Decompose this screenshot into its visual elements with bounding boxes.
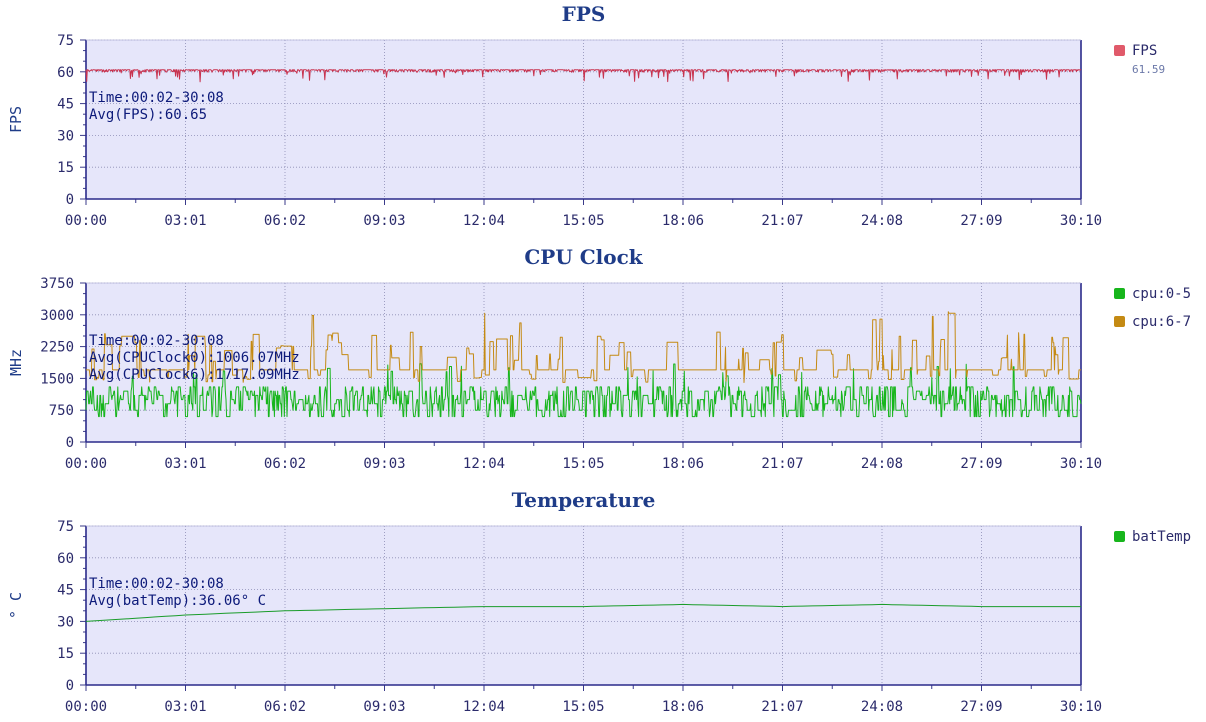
y-tick-label: 3000 bbox=[40, 308, 74, 324]
y-tick-label: 15 bbox=[57, 160, 74, 176]
x-tick-label: 27:09 bbox=[960, 456, 1002, 472]
y-tick-label: 15 bbox=[57, 646, 74, 662]
x-tick-label: 03:01 bbox=[164, 699, 206, 715]
y-tick-label: 75 bbox=[57, 519, 74, 535]
y-tick-label: 0 bbox=[66, 192, 74, 208]
y-axis-label: MHz bbox=[7, 349, 25, 376]
y-axis-label: ° C bbox=[7, 592, 25, 619]
x-tick-label: 09:03 bbox=[363, 699, 405, 715]
legend-swatch bbox=[1114, 316, 1125, 327]
annotation-text: Avg(FPS):60.65 bbox=[89, 107, 207, 123]
chart-panel-2: Temperature 0 15 30 45 60 75 00:00 03:01 06:02 09:… bbox=[7, 488, 1191, 715]
annotation-text: Time:00:02-30:08 bbox=[89, 333, 224, 349]
x-tick-label: 24:08 bbox=[861, 213, 903, 229]
series-line-cpu-0-5 bbox=[85, 363, 1082, 418]
x-tick-label: 00:00 bbox=[65, 456, 107, 472]
chart-title: FPS bbox=[562, 2, 606, 26]
x-tick-label: 12:04 bbox=[463, 456, 505, 472]
legend-label: cpu:6-7 bbox=[1132, 314, 1191, 330]
x-tick-label: 15:05 bbox=[562, 213, 604, 229]
y-axis-label: FPS bbox=[7, 106, 25, 133]
x-tick-label: 12:04 bbox=[463, 699, 505, 715]
legend-swatch bbox=[1114, 45, 1125, 56]
y-tick-label: 75 bbox=[57, 33, 74, 49]
x-tick-label: 27:09 bbox=[960, 213, 1002, 229]
x-tick-label: 18:06 bbox=[662, 456, 704, 472]
chart-title: Temperature bbox=[512, 488, 656, 512]
chart-panel-0: FPS 0 15 30 45 60 75 00:00 03:01 06:02 09:03 12:04 1… bbox=[7, 2, 1165, 229]
x-tick-label: 30:10 bbox=[1060, 213, 1102, 229]
series-line-FPS bbox=[85, 69, 1081, 83]
x-tick-label: 21:07 bbox=[761, 213, 803, 229]
x-tick-label: 03:01 bbox=[164, 213, 206, 229]
chart-panel-1: CPU Clock 0 750 1500 2250 3000 3750 00:00 03:01 0… bbox=[7, 245, 1191, 472]
x-tick-label: 21:07 bbox=[761, 699, 803, 715]
x-tick-label: 30:10 bbox=[1060, 699, 1102, 715]
y-tick-label: 45 bbox=[57, 97, 74, 113]
y-tick-label: 45 bbox=[57, 583, 74, 599]
x-tick-label: 27:09 bbox=[960, 699, 1002, 715]
x-tick-label: 18:06 bbox=[662, 213, 704, 229]
annotation-text: Time:00:02-30:08 bbox=[89, 576, 224, 592]
x-tick-label: 30:10 bbox=[1060, 456, 1102, 472]
annotation-text: Avg(CPUClock6):1717.09MHz bbox=[89, 367, 300, 383]
x-tick-label: 12:04 bbox=[463, 213, 505, 229]
x-tick-label: 21:07 bbox=[761, 456, 803, 472]
x-tick-label: 15:05 bbox=[562, 699, 604, 715]
x-tick-label: 24:08 bbox=[861, 699, 903, 715]
chart-title: CPU Clock bbox=[524, 245, 643, 269]
x-tick-label: 03:01 bbox=[164, 456, 206, 472]
y-tick-label: 2250 bbox=[40, 340, 74, 356]
x-tick-label: 09:03 bbox=[363, 213, 405, 229]
x-tick-label: 09:03 bbox=[363, 456, 405, 472]
annotation-text: Time:00:02-30:08 bbox=[89, 90, 224, 106]
x-tick-label: 15:05 bbox=[562, 456, 604, 472]
x-tick-label: 06:02 bbox=[264, 699, 306, 715]
x-tick-label: 24:08 bbox=[861, 456, 903, 472]
x-tick-label: 00:00 bbox=[65, 213, 107, 229]
y-tick-label: 30 bbox=[57, 128, 74, 144]
y-tick-label: 60 bbox=[57, 551, 74, 567]
legend-sub-value: 61.59 bbox=[1132, 63, 1165, 76]
series-line-batTemp bbox=[85, 603, 1081, 622]
y-tick-label: 1500 bbox=[40, 371, 74, 387]
legend-swatch bbox=[1114, 531, 1125, 542]
legend-label: FPS bbox=[1132, 43, 1157, 59]
annotation-text: Avg(CPUClock0):1006.07MHz bbox=[89, 350, 300, 366]
y-tick-label: 60 bbox=[57, 65, 74, 81]
legend-swatch bbox=[1114, 288, 1125, 299]
y-tick-label: 0 bbox=[66, 678, 74, 694]
legend-label: batTemp bbox=[1132, 529, 1191, 545]
y-tick-label: 750 bbox=[49, 403, 74, 419]
annotation-text: Avg(batTemp):36.06° C bbox=[89, 593, 266, 609]
series-line-cpu-6-7 bbox=[86, 311, 1081, 383]
x-tick-label: 06:02 bbox=[264, 213, 306, 229]
x-tick-label: 00:00 bbox=[65, 699, 107, 715]
x-tick-label: 06:02 bbox=[264, 456, 306, 472]
y-tick-label: 3750 bbox=[40, 276, 74, 292]
y-tick-label: 0 bbox=[66, 435, 74, 451]
x-tick-label: 18:06 bbox=[662, 699, 704, 715]
y-tick-label: 30 bbox=[57, 614, 74, 630]
legend-label: cpu:0-5 bbox=[1132, 286, 1191, 302]
